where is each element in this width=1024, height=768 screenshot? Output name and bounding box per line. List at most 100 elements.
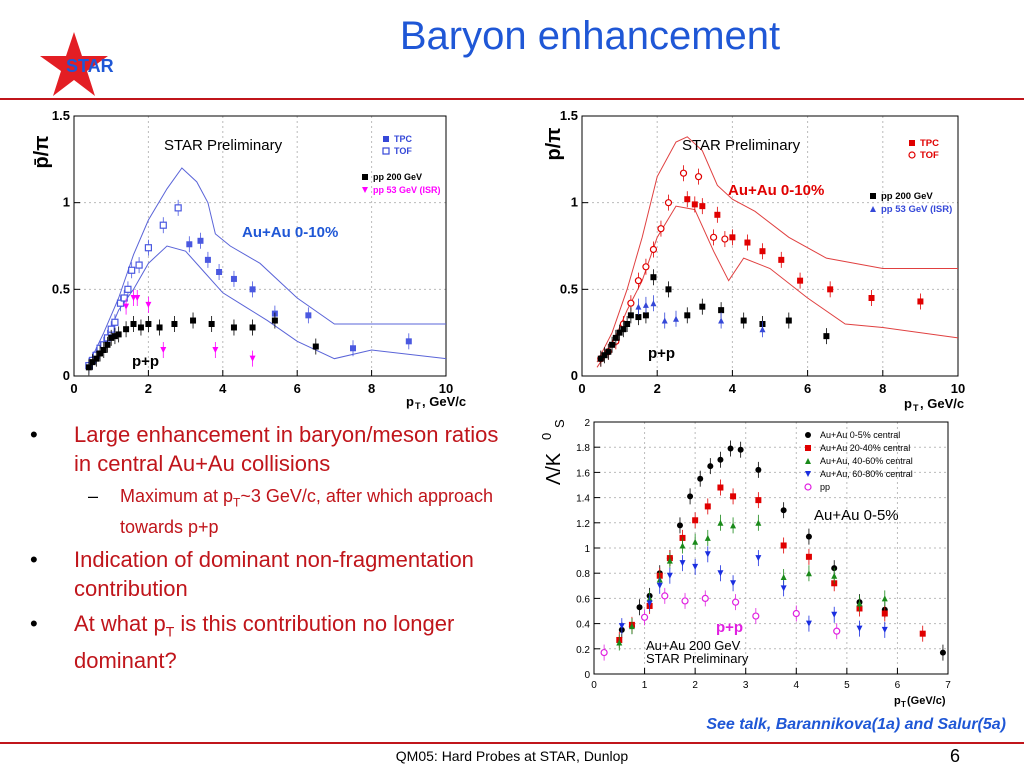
data-point bbox=[797, 277, 804, 284]
data-point bbox=[718, 307, 725, 314]
legend-marker bbox=[805, 471, 811, 477]
y-tick-label: 0.5 bbox=[52, 281, 70, 296]
data-point bbox=[868, 295, 875, 301]
x-axis-label-post: , GeV/c bbox=[422, 394, 466, 409]
legend: Au+Au 0-5% central Au+Au 20-40% central Au… bbox=[804, 430, 913, 492]
y-tick-label: 1.8 bbox=[576, 443, 590, 454]
series-au-au-20-40-central bbox=[616, 479, 926, 648]
data-point bbox=[744, 239, 751, 246]
lambda-k0s-chart: 0 1 2 3 4 5 6 7 0 0.2 0.4 0.6 0.8 1 1.2 1.4 1.6 1.8 2 Λ/K 0 S… bbox=[539, 418, 951, 709]
data-point bbox=[124, 285, 132, 293]
x-tick-label: 0 bbox=[591, 680, 597, 691]
legend-marker bbox=[805, 445, 811, 451]
data-point bbox=[635, 303, 642, 310]
y-tick-label: 0.5 bbox=[560, 281, 578, 296]
x-tick-label: 2 bbox=[654, 381, 661, 396]
data-point bbox=[676, 522, 683, 529]
x-tick-label: 0 bbox=[578, 381, 585, 396]
data-point bbox=[130, 321, 137, 327]
data-point bbox=[679, 169, 688, 177]
data-point bbox=[717, 456, 724, 463]
x-axis-label-sub: T bbox=[415, 401, 421, 411]
data-point bbox=[823, 333, 830, 340]
data-point bbox=[116, 299, 125, 307]
data-point bbox=[650, 300, 657, 307]
x-tick-label: 0 bbox=[70, 381, 77, 396]
data-point bbox=[707, 463, 714, 470]
data-point bbox=[831, 572, 838, 579]
data-point bbox=[704, 503, 711, 510]
preliminary-label: STAR Preliminary bbox=[646, 651, 749, 666]
data-point bbox=[780, 585, 787, 592]
sub-bullet-subscript: T bbox=[233, 495, 241, 510]
data-point bbox=[85, 364, 92, 371]
sub-bullet-item: – Maximum at pT~3 GeV/c, after which app… bbox=[30, 484, 500, 539]
data-point bbox=[780, 507, 787, 514]
data-point bbox=[145, 321, 152, 327]
page-title: Baryon enhancement bbox=[399, 14, 781, 58]
data-point bbox=[755, 555, 762, 562]
legend-label: TPC bbox=[394, 134, 413, 144]
data-point bbox=[673, 315, 679, 322]
legend-label: pp 53 GeV (ISR) bbox=[373, 185, 441, 195]
x-tick-label: 8 bbox=[879, 381, 886, 396]
data-point bbox=[190, 317, 197, 324]
x-tick-label: 8 bbox=[368, 381, 375, 396]
data-point bbox=[123, 303, 130, 310]
legend-label: pp 200 GeV bbox=[881, 191, 933, 202]
plot-frame bbox=[73, 115, 447, 377]
see-talk-note: See talk, Barannikova(1a) and Salur(5a) bbox=[706, 716, 1006, 733]
legend-marker bbox=[908, 151, 916, 159]
x-tick-label: 4 bbox=[794, 680, 800, 691]
x-tick-label: 5 bbox=[844, 680, 850, 691]
x-tick-label: 6 bbox=[804, 381, 811, 396]
data-point bbox=[701, 594, 709, 602]
bullet-text: Large enhancement in baryon/meson ratios… bbox=[74, 422, 499, 476]
data-point bbox=[805, 570, 812, 577]
y-tick-label: 0.8 bbox=[576, 569, 590, 580]
legend-marker bbox=[362, 187, 368, 193]
pp-label: p+p bbox=[716, 619, 743, 636]
x-axis-label: p bbox=[406, 394, 414, 409]
data-point bbox=[780, 542, 787, 549]
data-point bbox=[792, 609, 800, 618]
data-point bbox=[833, 627, 841, 635]
data-point bbox=[856, 600, 863, 607]
legend-label: pp 200 GeV bbox=[373, 172, 422, 182]
data-point bbox=[649, 245, 658, 254]
data-point bbox=[665, 286, 672, 293]
y-tick-label: 1 bbox=[63, 195, 70, 210]
data-point bbox=[134, 295, 141, 301]
y-tick-label: 1.5 bbox=[52, 108, 70, 123]
footnote-energy: Au+Au 200 GeV bbox=[646, 638, 741, 653]
data-point bbox=[144, 244, 152, 252]
legend-marker bbox=[804, 483, 812, 491]
auau-band-upper bbox=[88, 167, 446, 365]
legend-label: TOF bbox=[920, 150, 939, 161]
bullet-item: • At what pT is this contribution no lon… bbox=[30, 609, 500, 675]
data-point bbox=[249, 355, 256, 362]
auau-label: Au+Au 0-10% bbox=[242, 224, 338, 241]
bullet-dot: • bbox=[30, 546, 38, 572]
data-point bbox=[657, 225, 665, 233]
data-point bbox=[249, 324, 256, 331]
data-point bbox=[186, 241, 193, 248]
data-point bbox=[620, 326, 627, 333]
data-point bbox=[108, 334, 115, 341]
data-point bbox=[740, 317, 747, 324]
data-point bbox=[919, 630, 926, 637]
data-point bbox=[699, 303, 706, 310]
x-tick-label: 7 bbox=[945, 680, 951, 691]
header-divider bbox=[0, 98, 1024, 100]
data-point bbox=[642, 263, 650, 271]
data-point bbox=[115, 331, 122, 338]
data-point bbox=[721, 235, 729, 243]
data-point bbox=[856, 625, 863, 632]
data-point bbox=[120, 294, 128, 302]
data-point bbox=[759, 326, 766, 333]
x-tick-label: 6 bbox=[895, 680, 901, 691]
data-point bbox=[635, 314, 642, 321]
data-point bbox=[881, 626, 888, 633]
data-point bbox=[197, 237, 204, 244]
legend-label: TOF bbox=[394, 146, 412, 156]
